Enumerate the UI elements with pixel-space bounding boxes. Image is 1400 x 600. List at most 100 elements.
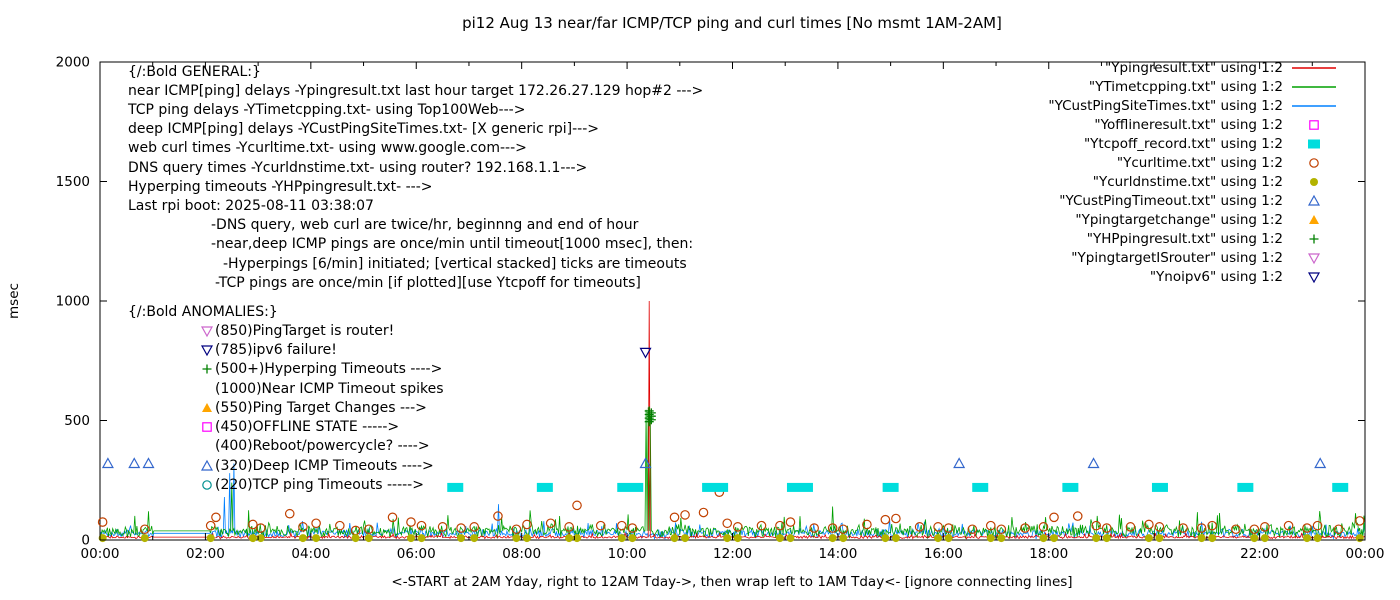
curl-time-point [1283,520,1294,531]
dns-time-point [573,534,582,543]
legend-label: "YCustPingSiteTimes.txt" using 1:2 [1048,98,1283,114]
dns-time-point [256,534,265,543]
dns-time-point [670,534,679,543]
dns-time-point [891,534,900,543]
legend-sample-open-square [1309,120,1319,130]
curl-time-point [1354,516,1365,526]
anno-general-line: web curl times -Ycurltime.txt- using www… [128,140,527,156]
dns-time-point [522,534,531,543]
axes-ticks: 00:00 02:00 04:00 06:00 08:00 10:00 12:00 14:00… [56,55,1385,563]
legend-sample-filled-circle [1310,178,1318,186]
x-axis-label: <-START at 2AM Yday, right to 12AM Tday-… [391,574,1072,590]
legend-sample-open-triangle-down [1307,272,1321,284]
dns-time-point [733,534,742,543]
chart-title: pi12 Aug 13 near/far ICMP/TCP ping and c… [462,14,1002,32]
deep-icmp-timeout-point [101,457,114,469]
legend-label: "Ynoipv6" using 1:2 [1150,269,1283,285]
curl-time-point [775,520,785,531]
open-triangle-down [200,326,214,338]
curl-time-point [985,520,996,531]
tcp-offline-block [617,482,644,492]
dns-time-point [512,534,521,543]
curl-time-point [255,523,266,533]
x-tick-label: 22:00 [1240,546,1279,562]
legend-label: "Ycurltime.txt" using 1:2 [1117,155,1283,171]
curl-time-point [284,508,295,519]
x-tick-label: 14:00 [818,546,857,562]
anno-anomaly-line: (1000)Near ICMP Timeout spikes [215,381,444,397]
anno-general-line: DNS query times -Ycurldnstime.txt- using… [128,160,587,176]
curl-time-point [1312,520,1323,531]
y-axis-label: msec [6,283,22,319]
deep-icmp-timeout-point [639,457,652,469]
data-markers [97,347,1365,543]
legend-sample-filled-square [1308,139,1320,149]
curl-time-point [522,519,532,530]
deep-icmp-timeout-point [1087,457,1100,469]
curl-time-point [1049,512,1059,523]
legend-label: "Ypingtargetchange" using 1:2 [1075,212,1283,228]
legend-marker-samples [1292,67,1336,284]
anno-anomalies-header: {/:Bold ANOMALIES:} [128,304,278,320]
open-triangle-up [200,459,214,471]
dns-time-point [1050,534,1059,543]
anno-general-line: -DNS query, web curl are twice/hr, begin… [211,217,639,233]
curl-time-point [437,522,448,532]
curl-time-point [205,520,216,531]
anno-anomaly-line: (220)TCP ping Timeouts -----> [215,477,424,493]
curl-time-point [1101,523,1112,533]
legend-label: "Yofflineresult.txt" using 1:2 [1094,117,1283,133]
curl-time-point [1260,522,1270,532]
curl-time-point [1333,524,1344,535]
curl-time-point [1020,523,1030,533]
anno-general-line: -TCP pings are once/min [if plotted][use… [215,275,641,291]
tcp-offline-block [1062,482,1079,492]
dns-time-point [1092,534,1101,543]
curl-time-point [809,523,819,533]
dns-time-point [1303,534,1312,543]
y-tick-label: 2000 [56,55,90,71]
tcp-offline-block [1332,482,1349,492]
dns-time-point [628,534,637,543]
dns-time-point [248,534,257,543]
curl-time-point [564,522,574,532]
legend-sample-filled-triangle-up [1309,215,1319,224]
curl-time-point [680,510,690,520]
curl-time-point [1154,522,1165,532]
anno-anomaly-line: (550)Ping Target Changes ---> [215,400,427,416]
dns-time-point [351,534,360,543]
anno-anomaly-line: (785)ipv6 failure! [215,342,337,358]
y-tick-label: 1500 [56,174,90,190]
tcp-offline-block [447,482,464,492]
anno-general-line: TCP ping delays -YTimetcpping.txt- using… [127,102,525,118]
curl-time-point [298,522,308,532]
curl-time-point [1125,522,1136,532]
tcp-offline-block [1151,482,1168,492]
x-tick-label: 12:00 [713,546,752,562]
open-triangle-down [200,345,214,357]
tcp-offline-block [702,482,729,492]
dns-time-point [986,534,995,543]
curl-time-point [1144,519,1154,530]
tcp-offline-block [972,482,989,492]
dns-time-point [364,534,373,543]
curl-time-point [1302,523,1312,533]
noipv6-point [639,347,652,359]
dns-time-point [1197,534,1206,543]
anno-general-header: {/:Bold GENERAL:} [128,64,261,80]
legend-label: "YHPpingresult.txt" using 1:2 [1087,231,1283,247]
curl-time-point [732,522,743,532]
anno-anomaly-line: (500+)Hyperping Timeouts ----> [215,361,442,377]
curl-time-point [669,512,680,523]
curl-time-point [996,524,1007,535]
dns-time-point [881,534,890,543]
curl-time-point [140,524,150,535]
curl-time-point [1207,520,1217,531]
dns-time-point [1250,534,1259,543]
x-tick-label: 08:00 [502,546,541,562]
dns-time-point [1102,534,1111,543]
dns-time-point [1039,534,1048,543]
dns-time-point [1260,534,1269,543]
dns-time-point [1208,534,1217,543]
